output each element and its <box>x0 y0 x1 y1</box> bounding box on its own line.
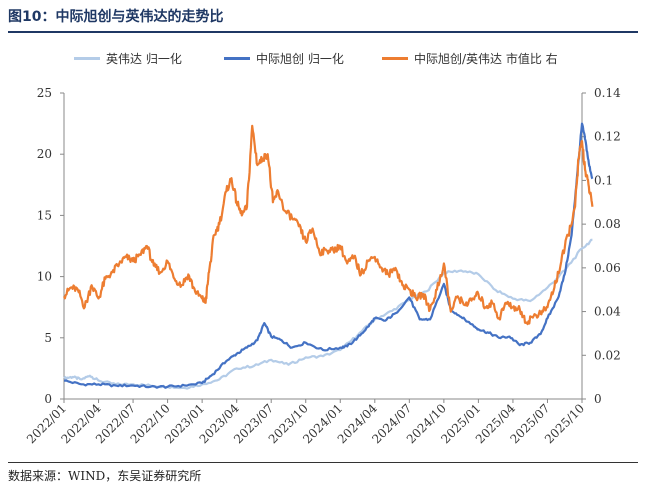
y-left-tick-label: 20 <box>37 147 52 161</box>
y-right-tick-label: 0.02 <box>594 348 621 362</box>
series-line-nvda <box>63 238 593 390</box>
chart-axes: 051015202500.020.040.060.080.10.120.1420… <box>24 86 621 446</box>
y-left-tick-label: 0 <box>44 392 52 406</box>
chart-legend: 英伟达 归一化 中际旭创 归一化 中际旭创/英伟达 市值比 右 <box>0 50 646 70</box>
legend-item-nvda: 英伟达 归一化 <box>74 50 182 67</box>
series-line-ratio <box>62 124 594 326</box>
legend-swatch-ratio <box>382 57 408 60</box>
y-right-tick-label: 0.06 <box>594 261 621 275</box>
y-right-tick-label: 0 <box>594 392 602 406</box>
y-left-tick-label: 15 <box>37 208 52 222</box>
page-title: 图10：中际旭创与英伟达的走势比 <box>8 9 224 25</box>
y-right-tick-label: 0.04 <box>594 305 621 319</box>
legend-swatch-nvda <box>74 57 100 60</box>
legend-label-zjxc: 中际旭创 归一化 <box>256 52 344 66</box>
footer-divider <box>8 462 638 463</box>
y-left-tick-label: 5 <box>44 331 52 345</box>
y-left-tick-label: 25 <box>37 86 52 100</box>
series-line-zjxc <box>63 122 594 389</box>
y-left-tick-label: 10 <box>37 270 52 284</box>
y-right-tick-label: 0.1 <box>594 173 613 187</box>
legend-swatch-zjxc <box>224 57 250 60</box>
legend-item-ratio: 中际旭创/英伟达 市值比 右 <box>382 50 558 67</box>
y-right-tick-label: 0.08 <box>594 217 621 231</box>
title-divider <box>8 31 638 33</box>
legend-label-nvda: 英伟达 归一化 <box>106 52 182 66</box>
y-right-tick-label: 0.12 <box>594 130 621 144</box>
legend-item-zjxc: 中际旭创 归一化 <box>224 50 344 67</box>
legend-label-ratio: 中际旭创/英伟达 市值比 右 <box>414 52 558 66</box>
chart-series <box>62 122 594 390</box>
source-note: 数据来源：WIND，东吴证券研究所 <box>8 469 202 483</box>
y-right-tick-label: 0.14 <box>594 86 621 100</box>
